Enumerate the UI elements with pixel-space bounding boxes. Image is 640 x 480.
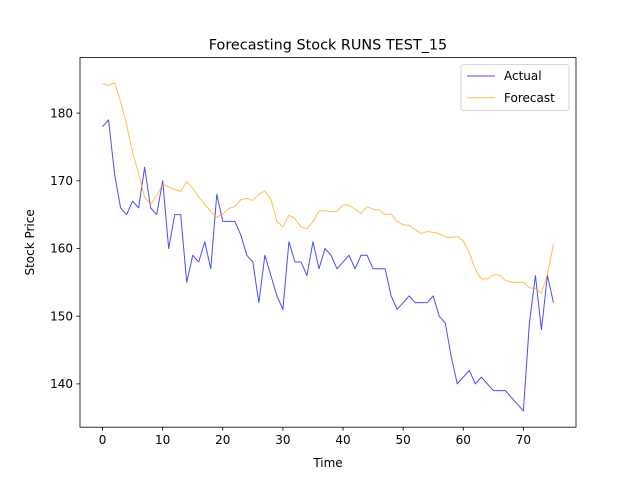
x-axis-label: Time (312, 456, 342, 470)
series-line-actual (102, 119, 554, 412)
y-axis-label: Stock Price (23, 209, 37, 275)
x-axis: 0 10 20 30 40 50 60 70 (99, 427, 531, 447)
x-tick-label: 40 (335, 433, 350, 447)
y-tick-label: 150 (50, 309, 73, 323)
legend-label-actual: Actual (504, 69, 542, 83)
x-tick-label: 20 (215, 433, 230, 447)
axes-frame (79, 57, 577, 428)
legend-label-forecast: Forecast (504, 91, 555, 105)
series-line-forecast (102, 82, 554, 294)
x-tick-label: 60 (456, 433, 471, 447)
plot-area (102, 82, 554, 412)
y-axis: 140 150 160 170 180 (50, 106, 80, 391)
x-tick-label: 70 (516, 433, 531, 447)
x-tick-label: 50 (396, 433, 411, 447)
chart-title: Forecasting Stock RUNS TEST_15 (209, 38, 447, 54)
legend: Actual Forecast (460, 64, 570, 111)
y-tick-label: 140 (50, 377, 73, 391)
y-tick-label: 160 (50, 242, 73, 256)
x-tick-label: 0 (99, 433, 107, 447)
y-tick-label: 180 (50, 106, 73, 120)
x-tick-label: 30 (275, 433, 290, 447)
y-tick-label: 170 (50, 174, 73, 188)
x-tick-label: 10 (155, 433, 170, 447)
